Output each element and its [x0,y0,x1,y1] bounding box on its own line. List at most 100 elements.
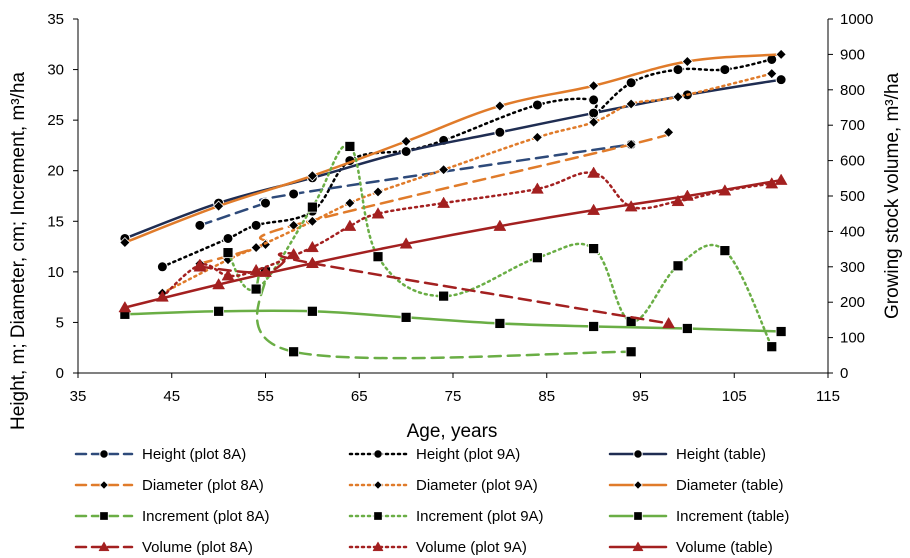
data-point [587,203,601,215]
data-point [250,242,262,254]
x-tick-label: 45 [163,388,180,405]
data-point [588,80,600,92]
data-point [344,141,356,152]
data-point [775,74,787,86]
series-volume-plot-9a [155,166,779,302]
data-point [625,77,637,89]
data-point [493,219,507,231]
data-point [306,215,318,227]
data-point [531,252,543,264]
data-point [766,341,778,353]
y-left-tick-label: 10 [47,264,64,281]
series-line [123,178,783,309]
legend-marker [99,480,109,490]
data-point [193,258,207,270]
x-axis-label: Age, years [407,421,498,442]
legend-marker [633,480,643,490]
series-line [161,58,773,269]
data-point [213,305,225,317]
legend-marker [633,511,643,521]
series-increment-table [119,305,787,337]
legend-item: Increment (table) [608,508,789,525]
data-point [663,126,675,138]
data-point [531,99,543,111]
x-tick-label: 55 [257,388,274,405]
data-point [681,323,693,334]
legend-item: Diameter (plot 9A) [348,477,538,494]
data-point [305,256,319,269]
y-right-tick-label: 400 [840,223,865,240]
legend-label: Height (plot 9A) [416,446,520,463]
data-point [306,305,318,317]
data-point [213,200,225,212]
data-point [775,326,787,337]
data-point [343,219,357,231]
data-point [250,219,262,231]
data-point [344,197,356,209]
data-point [681,55,693,68]
data-point [212,277,226,290]
legend-label: Increment (plot 8A) [142,508,270,525]
y-right-tick-label: 600 [840,153,865,170]
y-left-tick-label: 5 [56,314,64,331]
x-tick-label: 85 [538,388,555,405]
data-point [672,91,684,103]
series-line [123,78,783,240]
data-point [625,346,637,358]
legend-marker [373,511,383,521]
legend-item: Volume (plot 9A) [348,539,527,556]
data-point [494,100,506,112]
data-point [119,236,131,249]
legend-marker [98,541,110,552]
y-right-tick-label: 800 [840,82,865,99]
legend-label: Volume (table) [676,539,773,556]
data-point [588,321,600,332]
legend-item: Height (plot 9A) [348,446,520,463]
legend-label: Diameter (plot 9A) [416,477,538,494]
legend-label: Diameter (table) [676,477,784,494]
legend-item: Increment (plot 9A) [348,508,544,525]
data-point [260,197,271,209]
data-point [680,189,694,201]
data-point [774,173,788,185]
legend-label: Diameter (plot 8A) [142,477,264,494]
y-right-tick-label: 1000 [840,11,873,28]
legend-item: Height (table) [608,446,766,463]
data-point [588,107,600,119]
data-point [288,188,300,200]
legend-label: Volume (plot 8A) [142,539,253,556]
legend-label: Height (plot 8A) [142,446,246,463]
y-right-tick-label: 700 [840,117,865,134]
data-point [437,196,451,208]
data-point [372,251,384,263]
y-left-tick-label: 35 [47,11,64,28]
data-point [494,126,506,138]
data-point [372,186,384,198]
x-tick-label: 115 [816,388,840,405]
legend-marker [373,480,383,490]
series-line [123,53,783,244]
legend: Height (plot 8A) Height (plot 9A) Height (… [74,446,789,556]
legend-item: Volume (plot 8A) [74,539,253,556]
y-right-tick-label: 0 [840,365,848,382]
legend-item: Height (plot 8A) [74,446,246,463]
y-right-tick-label: 500 [840,188,865,205]
data-point [438,164,450,176]
series-height-plot-9a [156,53,778,273]
data-point [531,131,543,143]
data-point [156,261,168,273]
data-point [672,64,684,76]
data-point [587,166,601,178]
series-layer [118,48,788,360]
data-point [288,346,300,358]
data-point [662,316,676,329]
series-diameter-table [119,48,787,249]
data-point [306,201,318,213]
data-point [671,194,685,207]
data-point [625,98,637,110]
y-axis-left-label: Height, m; Diameter, cm; Increment, m³/h… [8,72,29,430]
data-point [305,240,319,253]
data-point [588,243,600,254]
data-point [775,48,787,60]
